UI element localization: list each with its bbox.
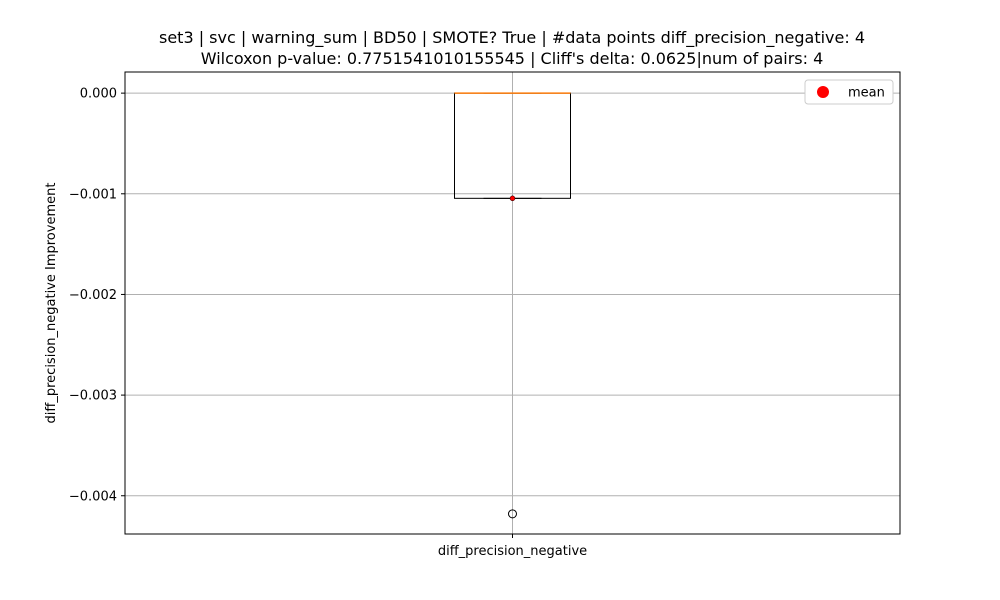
y-tick-label: −0.001 bbox=[69, 187, 117, 202]
legend-mean-marker bbox=[817, 86, 829, 98]
y-axis-ticks: 0.000 −0.001 −0.002 −0.003 −0.004 bbox=[69, 87, 125, 504]
legend-mean-label: mean bbox=[848, 86, 885, 101]
y-tick-label: −0.004 bbox=[69, 489, 117, 504]
legend: mean bbox=[804, 79, 894, 105]
y-axis-label: diff_precision_negative Improvement bbox=[44, 183, 59, 424]
outlier-point bbox=[508, 509, 517, 519]
box-plot bbox=[454, 92, 571, 519]
legend-frame bbox=[804, 79, 894, 105]
y-tick-label: −0.003 bbox=[69, 389, 117, 404]
chart-title: set3 | svc | warning_sum | BD50 | SMOTE?… bbox=[159, 28, 865, 48]
grid-lines bbox=[125, 72, 900, 534]
mean-marker bbox=[509, 195, 516, 202]
y-tick-label: 0.000 bbox=[80, 87, 117, 102]
y-tick-label: −0.002 bbox=[69, 288, 117, 303]
x-tick-label: diff_precision_negative bbox=[438, 544, 587, 559]
chart-subtitle: Wilcoxon p-value: 0.7751541010155545 | C… bbox=[201, 49, 824, 68]
x-axis-ticks: diff_precision_negative bbox=[438, 534, 587, 559]
